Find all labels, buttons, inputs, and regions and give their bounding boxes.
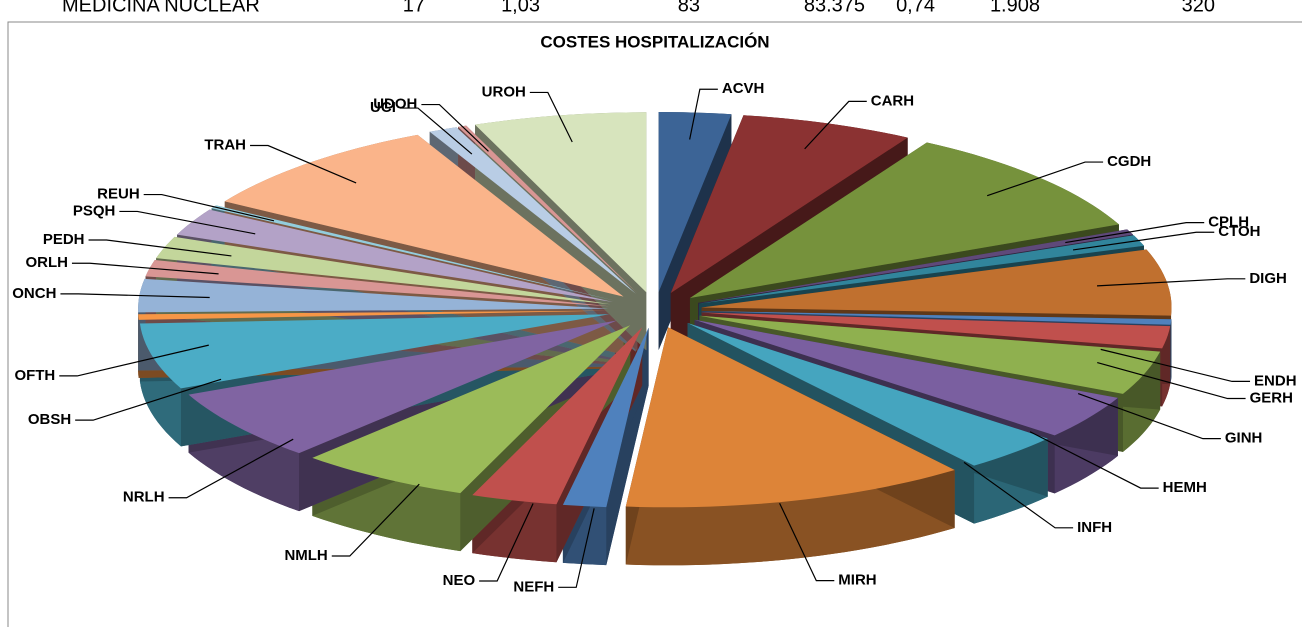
- slice: [429, 127, 636, 294]
- leader-line: [1029, 431, 1159, 489]
- slice-side: [625, 469, 955, 566]
- leader-line: [60, 293, 210, 299]
- slice: [694, 319, 1118, 436]
- slice: [701, 312, 1171, 349]
- slice: [188, 320, 617, 454]
- slice-label: OFTH: [14, 367, 55, 384]
- slice-label: NRLH: [123, 489, 165, 506]
- leader-line: [558, 508, 595, 588]
- slice-label: HEMH: [1163, 479, 1207, 496]
- slice: [562, 327, 649, 508]
- slice: [145, 260, 610, 307]
- slice-label: GINH: [1225, 430, 1263, 447]
- leader-line: [963, 461, 1074, 529]
- row-cell: MEDICINA NUCLEAR: [62, 0, 260, 16]
- slice-label: ENDH: [1254, 372, 1297, 389]
- slice: [698, 229, 1133, 303]
- row-cell: 0,74: [896, 0, 935, 16]
- slice-label: NEFH: [513, 578, 554, 595]
- leader-line: [71, 262, 219, 275]
- slice-label: UDOH: [373, 96, 417, 113]
- leader-line: [804, 100, 867, 150]
- slice: [689, 142, 1119, 298]
- row-cell: 320: [1182, 0, 1215, 16]
- slice: [699, 315, 1161, 394]
- slice: [177, 209, 613, 302]
- slice-label: GERH: [1250, 389, 1293, 406]
- slice: [458, 125, 638, 294]
- slice-label: UCI: [370, 99, 396, 116]
- row-cell: 1,03: [501, 0, 540, 16]
- row-cell: 17: [403, 0, 425, 16]
- slice: [701, 311, 1172, 325]
- slice: [139, 314, 610, 389]
- leader-line: [689, 88, 718, 140]
- slice: [224, 134, 624, 297]
- slice-label: UROH: [482, 83, 526, 100]
- slice: [138, 310, 609, 320]
- leader-line: [168, 438, 294, 499]
- slice: [211, 205, 615, 301]
- leader-line: [421, 103, 489, 152]
- slice: [472, 327, 643, 505]
- slice: [625, 327, 955, 508]
- leader-line: [1077, 392, 1221, 440]
- slice: [138, 278, 609, 313]
- slice-label: NMLH: [284, 547, 327, 564]
- slice: [701, 249, 1172, 316]
- slice: [670, 115, 908, 294]
- slice-label: CTOH: [1218, 223, 1260, 240]
- slice: [156, 236, 611, 305]
- slice-label: OBSH: [28, 411, 71, 428]
- leader-line: [331, 483, 420, 557]
- slice: [687, 322, 1048, 466]
- slice: [312, 325, 631, 494]
- slice-label: CARH: [871, 92, 914, 109]
- slice-label: TRAH: [204, 136, 246, 153]
- slice-label: MIRH: [838, 572, 876, 589]
- leader-line: [1072, 231, 1215, 251]
- leader-line: [1065, 222, 1205, 244]
- leader-line: [399, 107, 473, 155]
- leader-line: [75, 378, 222, 421]
- slice-label: PEDH: [43, 231, 85, 248]
- slice: [658, 112, 732, 293]
- leader-line: [1097, 361, 1246, 400]
- leader-line: [88, 239, 232, 257]
- leader-line: [779, 502, 835, 582]
- slice-label: REUH: [97, 186, 140, 203]
- slice-label: ONCH: [12, 285, 56, 302]
- leader-line: [986, 161, 1104, 197]
- slice-label: CGDH: [1107, 153, 1151, 170]
- row-cell: 1.908: [990, 0, 1040, 16]
- slice: [475, 112, 647, 293]
- slice-label: CPLH: [1208, 214, 1249, 231]
- leader-line: [1100, 348, 1251, 383]
- slice-label: ACVH: [722, 80, 765, 97]
- row-cell: 83: [678, 0, 700, 16]
- leader-line: [119, 210, 256, 235]
- leader-line: [479, 503, 534, 582]
- slice: [699, 235, 1144, 304]
- leader-line: [529, 91, 573, 143]
- chart-title: COSTES HOSPITALIZACIÓN: [540, 32, 769, 51]
- chart-frame: [7, 21, 1302, 627]
- leader-line: [250, 144, 357, 184]
- leader-line: [1097, 278, 1246, 287]
- leader-line: [143, 193, 275, 222]
- leader-line: [59, 344, 209, 377]
- slice-label: DIGH: [1249, 270, 1287, 287]
- slice-label: PSQH: [73, 202, 116, 219]
- slice-label: INFH: [1077, 519, 1112, 536]
- slice-label: NEO: [443, 572, 476, 589]
- row-cell: 83.375: [804, 0, 865, 16]
- slice-label: ORLH: [25, 254, 68, 271]
